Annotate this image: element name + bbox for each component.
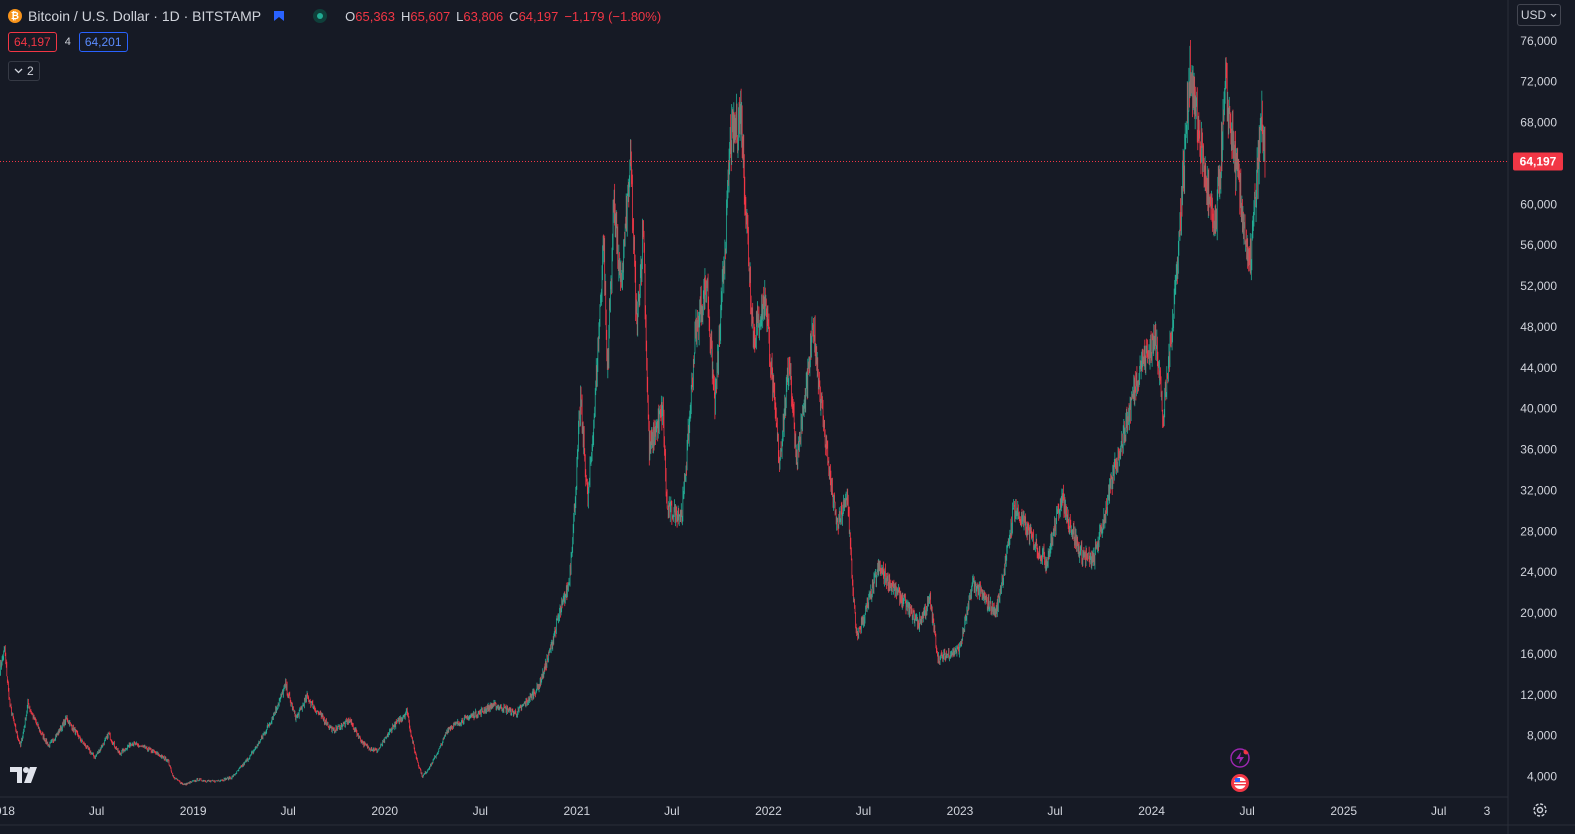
order-buttons: 64,197 4 64,201 bbox=[8, 32, 128, 52]
buy-price-button[interactable]: 64,201 bbox=[78, 32, 128, 52]
x-tick-label: Jul bbox=[1047, 804, 1062, 818]
y-tick-label: 68,000 bbox=[1520, 116, 1557, 130]
x-tick-label: 3 bbox=[1484, 804, 1491, 818]
x-tick-label: Jul bbox=[664, 804, 679, 818]
flag-icon[interactable] bbox=[273, 10, 285, 22]
x-tick-label: Jul bbox=[856, 804, 871, 818]
lightning-event-icon[interactable] bbox=[1230, 748, 1250, 768]
x-tick-label: 2024 bbox=[1138, 804, 1165, 818]
currency-label: USD bbox=[1520, 8, 1547, 22]
y-tick-label: 28,000 bbox=[1520, 524, 1557, 538]
ohlc-values: O65,363 H65,607 L63,806 C64,197 −1,179 (… bbox=[345, 9, 661, 24]
close-value: 64,197 bbox=[518, 8, 559, 24]
x-tick-label: 2020 bbox=[371, 804, 398, 818]
time-axis[interactable]: 2018 Jul 2019 Jul 2020 Jul 2021 Jul 2022 Jul 2023 J… bbox=[0, 804, 1491, 818]
market-status-icon[interactable] bbox=[313, 9, 328, 23]
symbol-legend[interactable]: ₿ Bitcoin / U.S. Dollar · 1D · BITSTAMP … bbox=[8, 6, 661, 26]
y-tick-label: 76,000 bbox=[1520, 34, 1557, 48]
x-tick-label: 2019 bbox=[180, 804, 207, 818]
y-tick-label: 32,000 bbox=[1520, 483, 1557, 497]
y-tick-label: 60,000 bbox=[1520, 197, 1557, 211]
x-tick-label: Jul bbox=[89, 804, 104, 818]
x-tick-label: 2025 bbox=[1330, 804, 1357, 818]
y-tick-label: 20,000 bbox=[1520, 606, 1557, 620]
y-tick-label: 12,000 bbox=[1520, 688, 1557, 702]
spread-value: 4 bbox=[64, 36, 71, 48]
last-price-badge-bg bbox=[1513, 152, 1563, 171]
y-tick-label: 72,000 bbox=[1520, 75, 1557, 89]
y-tick-label: 24,000 bbox=[1520, 565, 1557, 579]
open-value: 65,363 bbox=[355, 8, 396, 24]
x-tick-label: 2018 bbox=[0, 804, 15, 818]
gear-icon[interactable] bbox=[1531, 801, 1549, 819]
tradingview-logo[interactable] bbox=[10, 766, 42, 784]
y-tick-label: 56,000 bbox=[1520, 238, 1557, 252]
change-value: −1,179 (−1.80%) bbox=[564, 8, 662, 24]
x-tick-label: 2023 bbox=[947, 804, 974, 818]
y-tick-label: 52,000 bbox=[1520, 279, 1557, 293]
x-tick-label: Jul bbox=[1239, 804, 1254, 818]
last-price-badge-label: 64,197 bbox=[1520, 154, 1557, 168]
symbol-title[interactable]: Bitcoin / U.S. Dollar · 1D · BITSTAMP bbox=[28, 8, 262, 24]
y-tick-label: 8,000 bbox=[1527, 729, 1557, 743]
bitcoin-icon: ₿ bbox=[8, 9, 22, 23]
x-tick-label: 2022 bbox=[755, 804, 782, 818]
y-tick-label: 44,000 bbox=[1520, 361, 1557, 375]
low-value: 63,806 bbox=[463, 8, 504, 24]
candles-series bbox=[0, 40, 1266, 786]
high-label: H bbox=[401, 8, 411, 24]
chevron-down-icon bbox=[14, 68, 23, 74]
price-axis[interactable]: 4,000 8,000 12,000 16,000 20,000 24,000 28,000… bbox=[1520, 34, 1557, 784]
x-tick-label: Jul bbox=[473, 804, 488, 818]
indicators-count: 2 bbox=[27, 64, 34, 78]
x-tick-label: Jul bbox=[1431, 804, 1446, 818]
y-tick-label: 40,000 bbox=[1520, 402, 1557, 416]
x-tick-label: Jul bbox=[280, 804, 295, 818]
chevron-down-icon bbox=[1550, 13, 1557, 17]
y-tick-label: 16,000 bbox=[1520, 647, 1557, 661]
x-tick-label: 2021 bbox=[563, 804, 590, 818]
open-label: O bbox=[345, 8, 356, 24]
y-tick-label: 4,000 bbox=[1527, 770, 1557, 784]
currency-select[interactable]: USD bbox=[1517, 4, 1561, 26]
close-label: C bbox=[509, 8, 519, 24]
low-label: L bbox=[456, 8, 464, 24]
last-price-badge: 64,197 bbox=[1513, 152, 1563, 171]
sell-price-button[interactable]: 64,197 bbox=[8, 32, 57, 52]
indicators-toggle-button[interactable]: 2 bbox=[8, 61, 40, 81]
y-tick-label: 48,000 bbox=[1520, 320, 1557, 334]
us-flag-event-icon[interactable] bbox=[1230, 773, 1250, 793]
high-value: 65,607 bbox=[410, 8, 451, 24]
y-tick-label: 36,000 bbox=[1520, 443, 1557, 457]
